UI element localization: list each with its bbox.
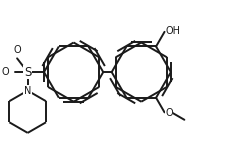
Text: O: O bbox=[1, 67, 9, 77]
Text: O: O bbox=[13, 45, 21, 55]
Text: S: S bbox=[24, 66, 31, 79]
Text: N: N bbox=[24, 86, 31, 96]
Text: OH: OH bbox=[166, 26, 181, 36]
Text: N: N bbox=[24, 86, 31, 96]
Text: O: O bbox=[166, 108, 173, 118]
